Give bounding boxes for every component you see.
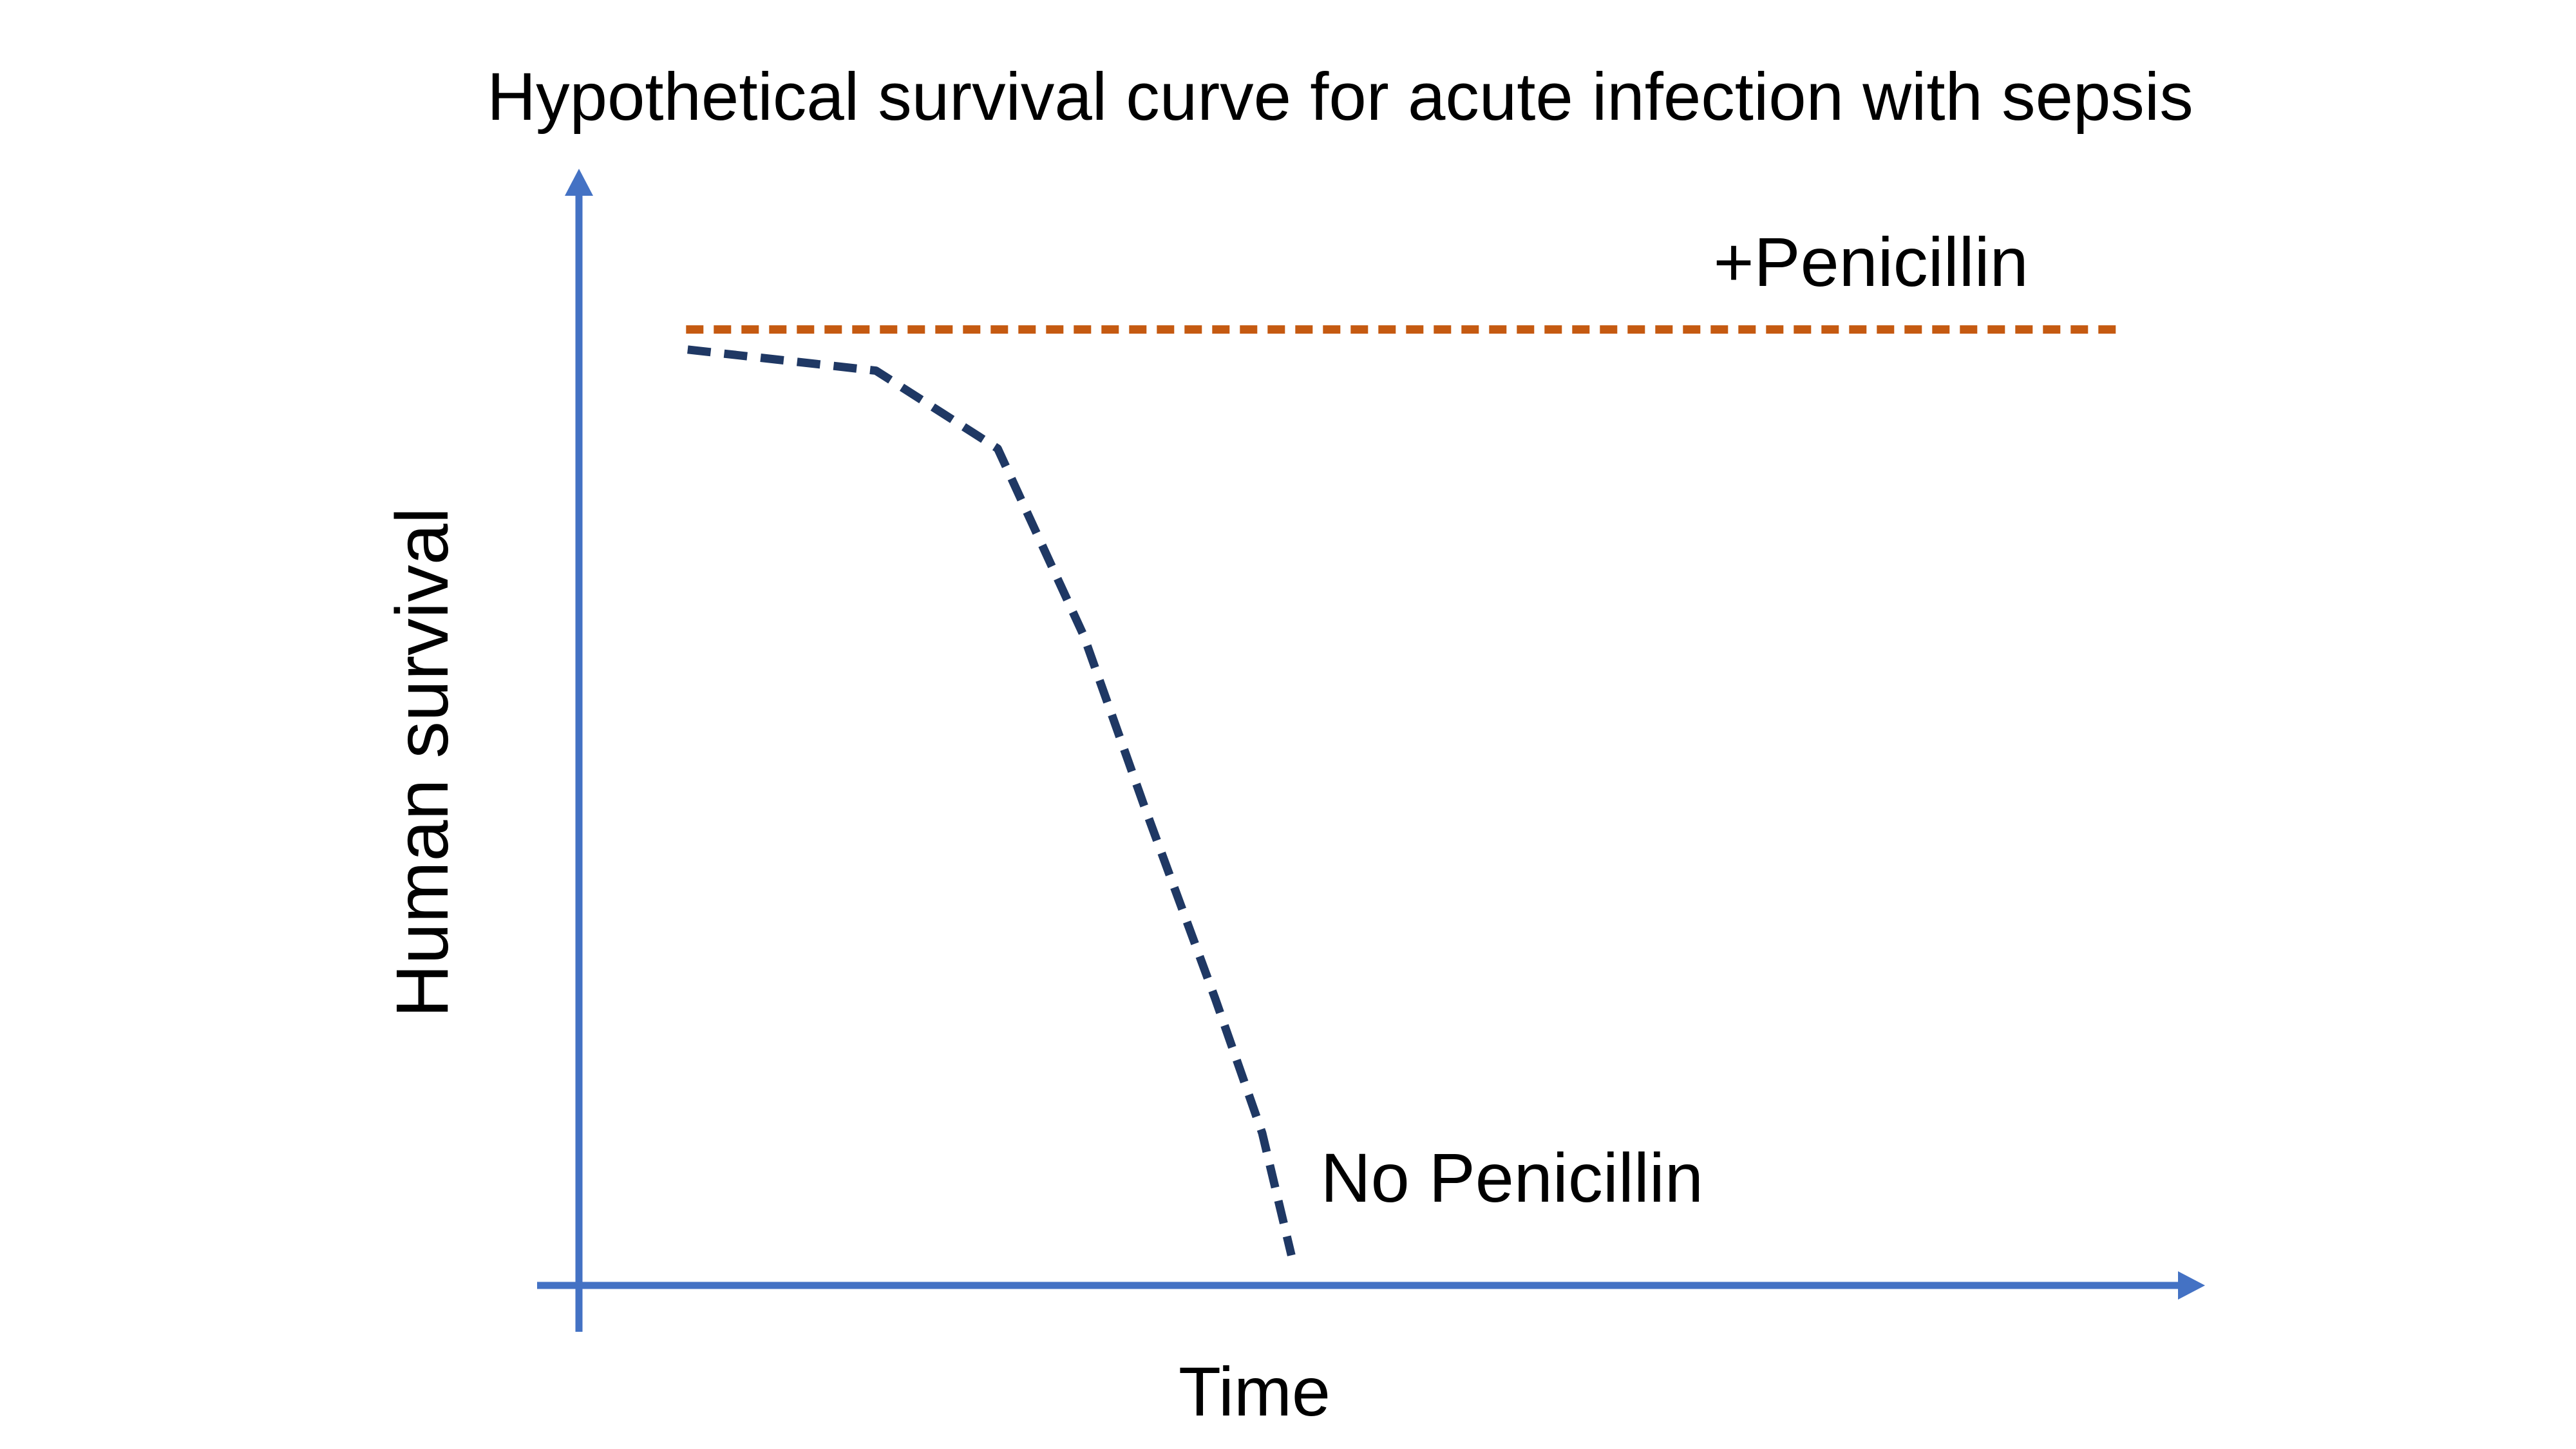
series-line-no-penicillin: [687, 345, 1296, 1256]
x-axis-arrowhead-icon: [2178, 1271, 2205, 1300]
y-axis-arrowhead-icon: [565, 169, 593, 196]
series-label-penicillin: +Penicillin: [1713, 222, 2029, 301]
y-axis-title: Human survival: [381, 507, 464, 1018]
chart-title: Hypothetical survival curve for acute in…: [487, 59, 2193, 135]
x-axis-title: Time: [1179, 1352, 1331, 1430]
series-label-no-penicillin: No Penicillin: [1320, 1138, 1703, 1217]
